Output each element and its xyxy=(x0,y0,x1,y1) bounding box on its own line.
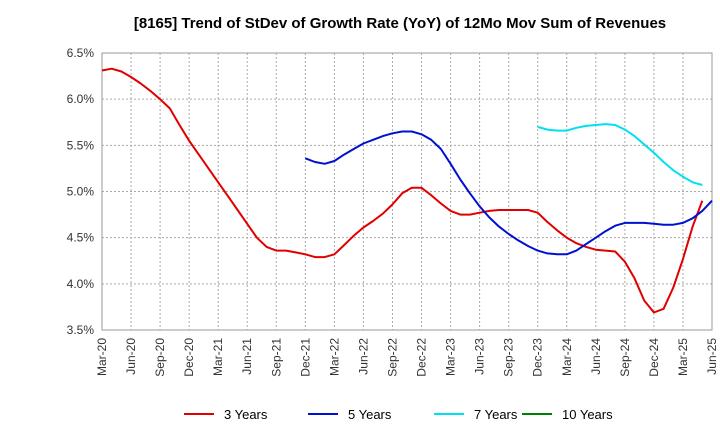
chart-title: [8165] Trend of StDev of Growth Rate (Yo… xyxy=(134,15,666,32)
legend-label: 3 Years xyxy=(224,407,268,422)
x-tick-label: Mar-21 xyxy=(211,338,225,376)
x-tick-label: Jun-25 xyxy=(705,338,719,375)
legend-label: 5 Years xyxy=(348,407,392,422)
x-tick-label: Dec-23 xyxy=(531,338,545,377)
x-tick-label: Sep-23 xyxy=(502,338,516,377)
x-tick-label: Dec-24 xyxy=(647,338,661,377)
series-group xyxy=(101,67,713,314)
x-tick-label: Jun-20 xyxy=(124,338,138,375)
x-tick-label: Mar-25 xyxy=(676,338,690,376)
x-tick-label: Sep-24 xyxy=(618,338,632,377)
y-tick-label: 6.0% xyxy=(67,92,95,106)
x-tick-label: Mar-20 xyxy=(95,338,109,376)
y-tick-label: 5.5% xyxy=(67,138,95,152)
x-tick-label: Mar-22 xyxy=(327,338,341,376)
x-tick-label: Sep-20 xyxy=(153,338,167,377)
y-tick-label: 4.0% xyxy=(67,277,95,291)
x-tick-label: Dec-22 xyxy=(415,338,429,377)
legend-label: 7 Years xyxy=(474,407,518,422)
x-tick-label: Jun-23 xyxy=(473,338,487,375)
x-tick-label: Jun-22 xyxy=(356,338,370,375)
x-axis: Mar-20 Jun-20 Sep-20 Dec-20 Mar-21 Jun-21 Sep-… xyxy=(95,338,719,377)
legend-label: 10 Years xyxy=(562,407,613,422)
series-line-3-years xyxy=(101,67,704,314)
y-tick-label: 3.5% xyxy=(67,323,95,337)
y-tick-label: 4.5% xyxy=(67,231,95,245)
x-tick-label: Dec-20 xyxy=(182,338,196,377)
y-tick-label: 5.0% xyxy=(67,185,95,199)
y-axis: 3.5% 4.0% 4.5% 5.0% 5.5% 6.0% 6.5% xyxy=(67,46,95,337)
series-line-5-years xyxy=(304,130,713,256)
x-tick-label: Sep-22 xyxy=(385,338,399,377)
x-tick-label: Mar-24 xyxy=(560,338,574,376)
series-line-7-years xyxy=(537,123,703,186)
y-tick-label: 6.5% xyxy=(67,46,95,60)
x-tick-label: Sep-21 xyxy=(269,338,283,377)
x-tick-label: Jun-24 xyxy=(589,338,603,375)
x-tick-label: Dec-21 xyxy=(298,338,312,377)
x-tick-label: Jun-21 xyxy=(240,338,254,375)
plot-frame xyxy=(101,52,713,331)
x-tick-label: Mar-23 xyxy=(444,338,458,376)
legend: 3 Years 5 Years 7 Years 10 Years xyxy=(184,407,613,422)
